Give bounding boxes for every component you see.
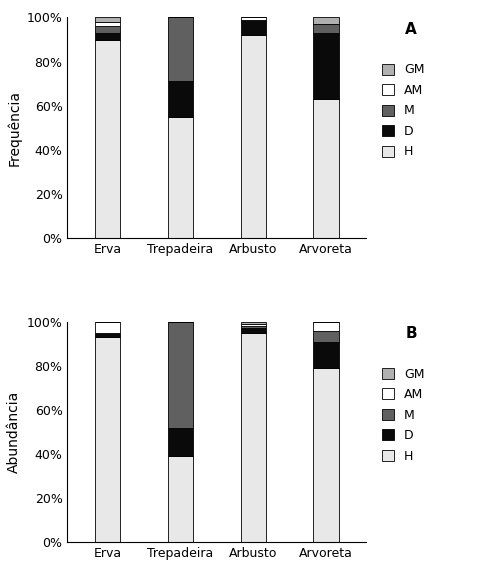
Bar <box>168 117 193 238</box>
Bar <box>95 22 120 26</box>
Bar <box>241 35 266 238</box>
Bar <box>95 333 120 337</box>
Y-axis label: Abundância: Abundância <box>7 391 21 473</box>
Legend: GM, AM, M, D, H: GM, AM, M, D, H <box>382 368 425 463</box>
Bar <box>95 33 120 40</box>
Bar <box>168 17 193 82</box>
Bar <box>313 99 339 238</box>
Bar <box>241 17 266 20</box>
Y-axis label: Frequência: Frequência <box>7 90 21 166</box>
Text: B: B <box>405 326 417 341</box>
Bar <box>168 456 193 542</box>
Bar <box>241 324 266 326</box>
Bar <box>95 322 120 333</box>
Legend: GM, AM, M, D, H: GM, AM, M, D, H <box>382 64 425 159</box>
Bar <box>241 328 266 333</box>
Bar <box>168 82 193 117</box>
Bar <box>313 17 339 24</box>
Bar <box>241 326 266 328</box>
Bar <box>313 33 339 99</box>
Text: A: A <box>405 22 417 37</box>
Bar <box>313 342 339 368</box>
Bar <box>313 24 339 33</box>
Bar <box>95 337 120 542</box>
Bar <box>168 322 193 427</box>
Bar <box>313 322 339 331</box>
Bar <box>95 40 120 238</box>
Bar <box>95 17 120 22</box>
Bar <box>168 427 193 456</box>
Bar <box>313 331 339 342</box>
Bar <box>241 322 266 324</box>
Bar <box>241 333 266 542</box>
Bar <box>241 20 266 35</box>
Bar <box>95 26 120 33</box>
Bar <box>313 368 339 542</box>
